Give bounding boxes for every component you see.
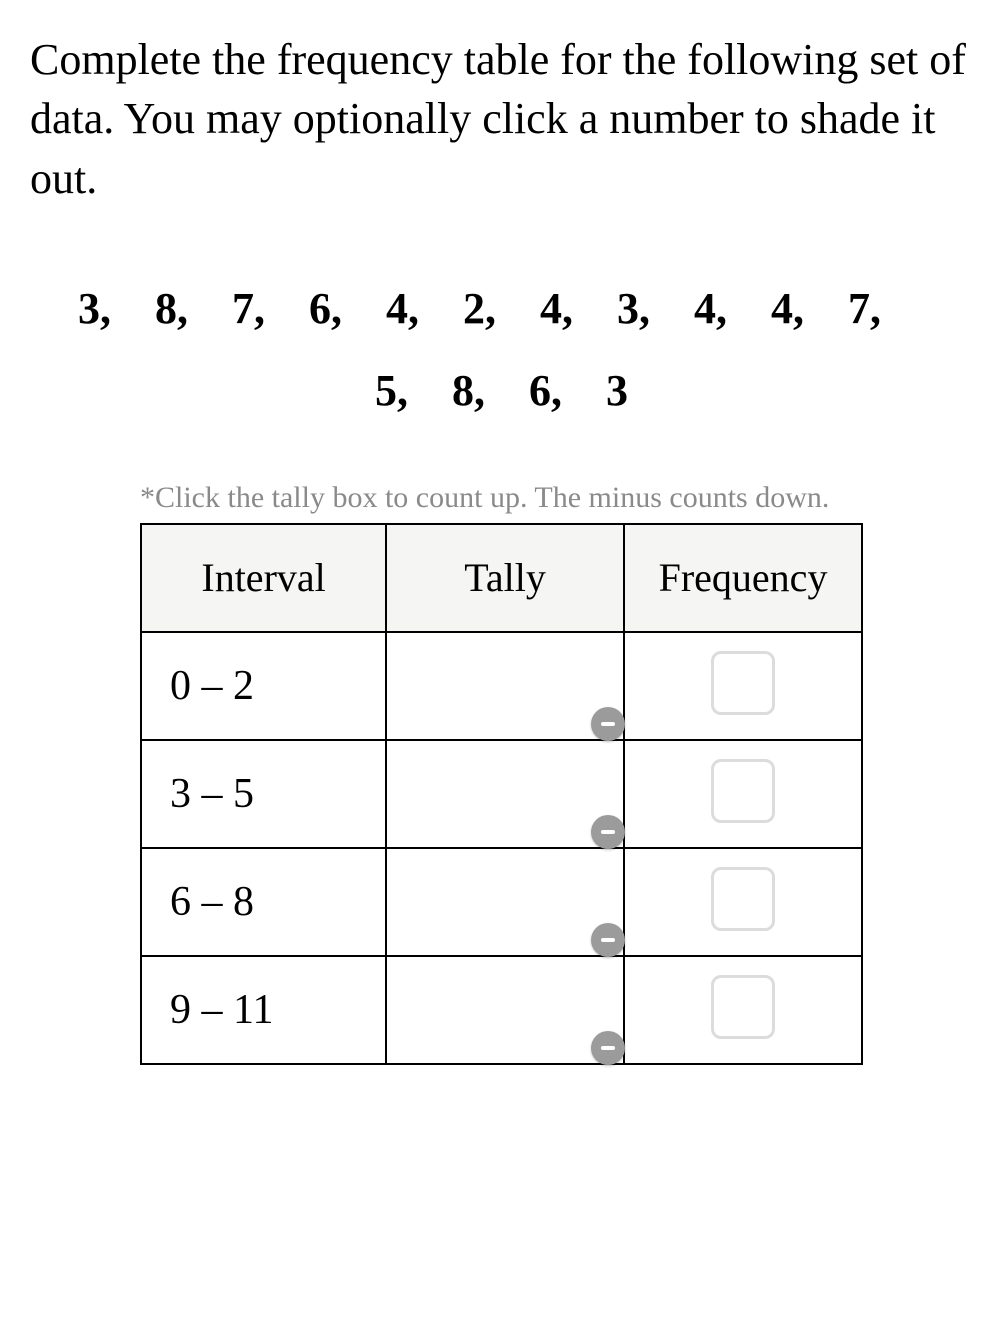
tally-cell[interactable]: [386, 848, 624, 956]
data-number[interactable]: 8: [155, 284, 177, 333]
tally-minus-button[interactable]: [591, 707, 625, 741]
tally-cell[interactable]: [386, 740, 624, 848]
data-number[interactable]: 4: [771, 284, 793, 333]
frequency-input[interactable]: [711, 759, 775, 823]
header-frequency: Frequency: [624, 524, 862, 632]
interval-cell: 0 – 2: [141, 632, 386, 740]
header-interval: Interval: [141, 524, 386, 632]
interval-cell: 3 – 5: [141, 740, 386, 848]
frequency-cell: [624, 848, 862, 956]
data-number[interactable]: 3: [617, 284, 639, 333]
tally-minus-button[interactable]: [591, 815, 625, 849]
data-number[interactable]: 3: [78, 284, 100, 333]
table-row: 0 – 2: [141, 632, 862, 740]
tally-cell[interactable]: [386, 956, 624, 1064]
data-number[interactable]: 4: [540, 284, 562, 333]
instructions-text: Complete the frequency table for the fol…: [30, 30, 973, 208]
frequency-input[interactable]: [711, 975, 775, 1039]
tally-cell[interactable]: [386, 632, 624, 740]
data-number[interactable]: 6: [529, 366, 551, 415]
frequency-input[interactable]: [711, 867, 775, 931]
tally-minus-button[interactable]: [591, 1031, 625, 1065]
frequency-cell: [624, 632, 862, 740]
frequency-table: Interval Tally Frequency 0 – 23 – 56 – 8…: [140, 523, 863, 1065]
table-row: 3 – 5: [141, 740, 862, 848]
frequency-cell: [624, 740, 862, 848]
data-number[interactable]: 8: [452, 366, 474, 415]
data-number[interactable]: 3: [606, 366, 628, 415]
data-number[interactable]: 6: [309, 284, 331, 333]
tally-minus-button[interactable]: [591, 923, 625, 957]
data-number[interactable]: 4: [694, 284, 716, 333]
tally-hint: *Click the tally box to count up. The mi…: [140, 481, 973, 515]
data-set: 3, 8, 7, 6, 4, 2, 4, 3, 4, 4, 7, 5, 8, 6…: [70, 268, 933, 431]
table-header-row: Interval Tally Frequency: [141, 524, 862, 632]
table-row: 9 – 11: [141, 956, 862, 1064]
data-number[interactable]: 5: [375, 366, 397, 415]
data-number[interactable]: 7: [232, 284, 254, 333]
data-number[interactable]: 7: [848, 284, 870, 333]
interval-cell: 9 – 11: [141, 956, 386, 1064]
frequency-cell: [624, 956, 862, 1064]
frequency-table-wrap: Interval Tally Frequency 0 – 23 – 56 – 8…: [140, 523, 863, 1065]
table-row: 6 – 8: [141, 848, 862, 956]
interval-cell: 6 – 8: [141, 848, 386, 956]
data-number[interactable]: 2: [463, 284, 485, 333]
frequency-input[interactable]: [711, 651, 775, 715]
header-tally: Tally: [386, 524, 624, 632]
table-body: 0 – 23 – 56 – 89 – 11: [141, 632, 862, 1064]
data-number[interactable]: 4: [386, 284, 408, 333]
